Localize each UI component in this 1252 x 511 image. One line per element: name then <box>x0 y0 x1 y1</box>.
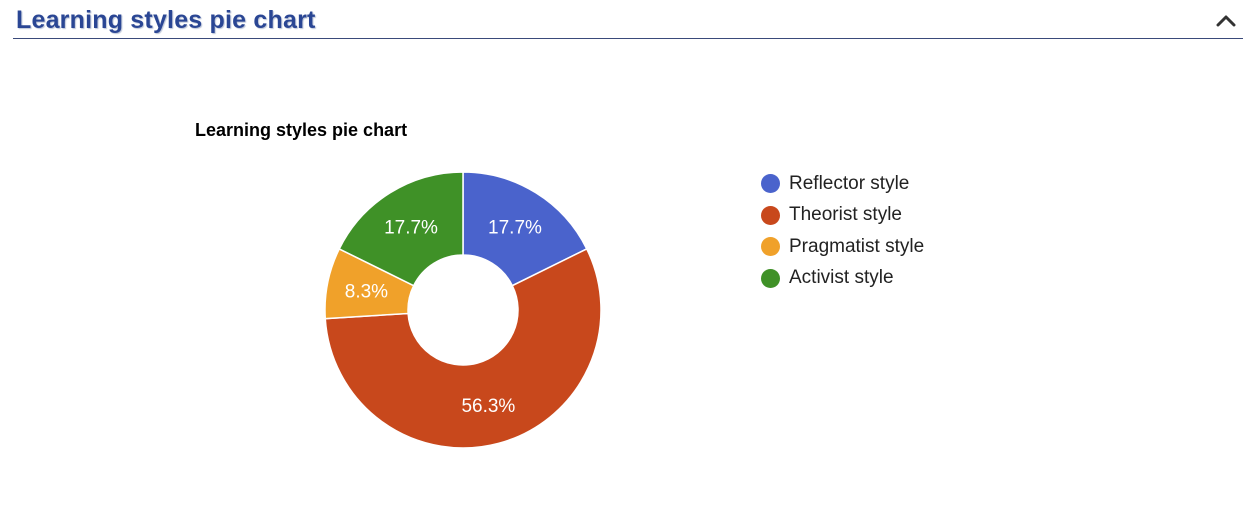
panel-title: Learning styles pie chart <box>16 6 316 34</box>
chart-title: Learning styles pie chart <box>195 120 408 140</box>
panel-header: Learning styles pie chart <box>13 0 1243 39</box>
legend-label: Pragmatist style <box>789 235 925 257</box>
legend-swatch <box>761 174 780 194</box>
legend-item[interactable]: Theorist style <box>761 200 924 232</box>
slice-value-label: 56.3% <box>461 396 515 417</box>
pie-slice-activist-style[interactable] <box>338 171 464 287</box>
legend-label: Activist style <box>789 267 894 289</box>
legend-label: Theorist style <box>789 204 902 226</box>
pie-slice-reflector-style[interactable] <box>462 171 588 287</box>
slice-value-label: 8.3% <box>345 282 388 303</box>
legend-swatch <box>761 268 780 288</box>
slice-value-label: 17.7% <box>384 217 438 238</box>
chart-legend: Reflector style Theorist style Pragmatist … <box>761 168 924 294</box>
legend-swatch <box>761 237 780 257</box>
collapse-button[interactable] <box>1213 8 1239 32</box>
legend-item[interactable]: Pragmatist style <box>761 231 924 263</box>
pie-slice-theorist-style[interactable] <box>324 247 602 449</box>
legend-item[interactable]: Activist style <box>761 263 924 295</box>
legend-label: Reflector style <box>789 172 910 194</box>
legend-swatch <box>761 205 780 225</box>
slice-value-label: 17.7% <box>488 217 542 238</box>
legend-item[interactable]: Reflector style <box>761 168 924 200</box>
chevron-up-icon <box>1216 15 1236 27</box>
